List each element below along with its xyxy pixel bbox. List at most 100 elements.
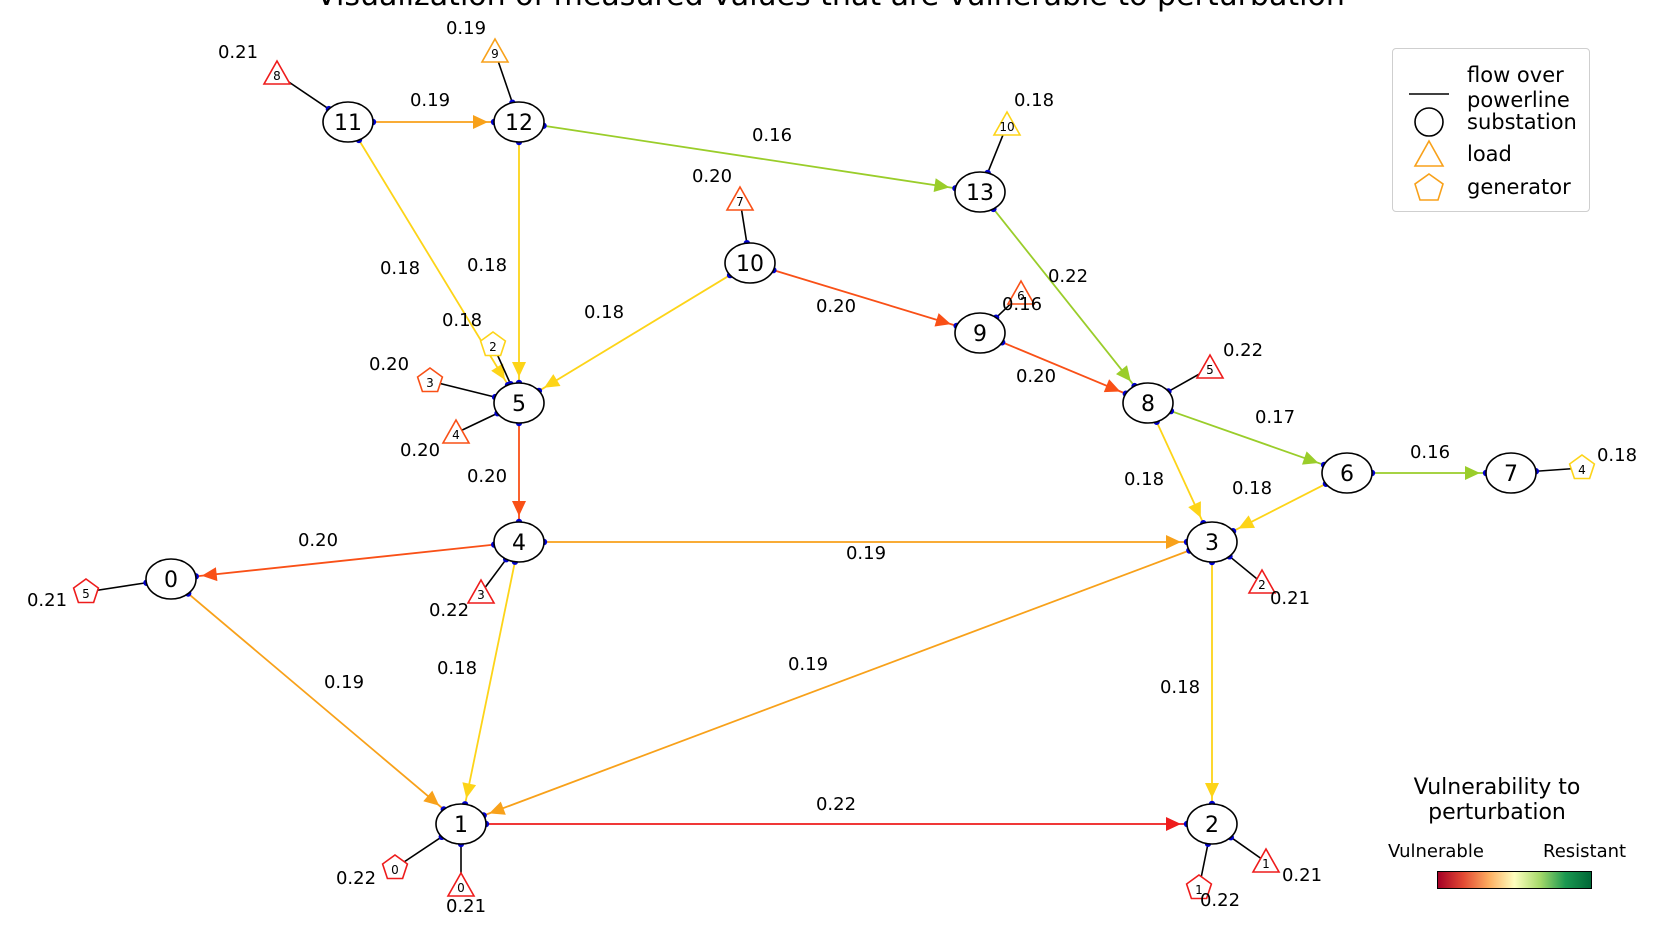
substation-node-0 <box>145 558 197 600</box>
load-value-label: 0.19 <box>446 18 486 39</box>
flow-arrow-0-1 <box>423 790 440 806</box>
substation-node-8 <box>1122 382 1174 424</box>
load-value-label: 0.16 <box>1002 294 1042 315</box>
powerline-value-label: 0.20 <box>1016 366 1056 387</box>
flow-arrow-4-3 <box>1166 535 1181 549</box>
substation-node-3 <box>1186 521 1238 563</box>
legend-item-generator: generator <box>1393 171 1591 203</box>
legend-item-flow: flow over powerline <box>1393 63 1591 112</box>
substation-id-label: 8 <box>1141 392 1155 417</box>
flow-arrow-10-9 <box>934 313 951 327</box>
flow-arrow-9-8 <box>1103 379 1121 393</box>
load-marker <box>1247 568 1277 594</box>
substation-node-1 <box>435 803 487 845</box>
powerline-value-label: 0.18 <box>467 255 507 276</box>
substation-node-12 <box>493 101 545 143</box>
substation-id-label: 13 <box>966 181 994 206</box>
load-marker <box>466 578 496 604</box>
powerline-value-label: 0.19 <box>410 90 450 111</box>
load-id-label: 1 <box>1262 857 1270 871</box>
flow-arrow-3-1 <box>489 801 506 815</box>
powerline-12-13 <box>543 124 956 190</box>
flow-arrow-10-5 <box>544 374 561 388</box>
load-value-label: 0.20 <box>400 440 440 461</box>
load-marker <box>1195 353 1225 379</box>
powerline-value-label: 0.19 <box>788 654 828 675</box>
load-value-label: 0.18 <box>1014 90 1054 111</box>
load-value-label: 0.22 <box>1223 340 1263 361</box>
substation-node-11 <box>322 101 374 143</box>
substation-id-label: 12 <box>505 111 533 136</box>
powerline-13-8 <box>992 208 1136 387</box>
page-title: Visualization of measured values that ar… <box>0 0 1661 13</box>
powerline-value-label: 0.20 <box>298 530 338 551</box>
load-value-label: 0.22 <box>429 600 469 621</box>
substation-id-label: 0 <box>164 568 178 593</box>
powerline-value-label: 0.22 <box>1048 266 1088 287</box>
powerline-4-0 <box>195 543 495 578</box>
flow-arrow-11-5 <box>491 363 505 380</box>
substation-node-2 <box>1186 803 1238 845</box>
powerline-4-1 <box>464 561 516 805</box>
colorbar-label-resistant: Resistant <box>1543 841 1627 862</box>
substation-node-9 <box>954 312 1006 354</box>
powerline-value-label: 0.18 <box>437 658 477 679</box>
gen-value-label: 0.21 <box>27 590 67 611</box>
load-marker <box>1006 279 1036 305</box>
substation-id-label: 1 <box>454 813 468 838</box>
triangle-icon <box>1413 139 1445 167</box>
gen-id-label: 3 <box>426 376 434 390</box>
substation-node-5 <box>493 382 545 424</box>
substation-id-label: 10 <box>736 252 764 277</box>
load-id-label: 5 <box>1206 363 1214 377</box>
powerline-value-label: 0.18 <box>1160 677 1200 698</box>
flow-arrow-13-8 <box>1116 365 1131 382</box>
substation-id-label: 4 <box>512 531 526 556</box>
flow-arrow-11-12 <box>473 115 488 129</box>
powerline-0-1 <box>187 592 445 811</box>
substation-id-label: 6 <box>1340 462 1354 487</box>
substation-node-6 <box>1321 452 1373 494</box>
gen-id-label: 2 <box>489 340 497 354</box>
powerline-8-6 <box>1170 410 1325 466</box>
legend-label-generator: generator <box>1467 175 1571 199</box>
legend-item-substation: substation <box>1393 106 1591 138</box>
powerline-value-label: 0.20 <box>816 296 856 317</box>
gen-value-label: 0.18 <box>1597 445 1637 466</box>
gen-value-label: 0.22 <box>336 868 376 889</box>
powerline-9-8 <box>1001 341 1127 395</box>
flow-arrow-12-5 <box>512 362 526 377</box>
load-marker <box>725 185 755 211</box>
powerline-value-label: 0.18 <box>1232 478 1272 499</box>
generator-marker <box>1185 874 1213 900</box>
legend-item-load: load <box>1393 138 1591 170</box>
circle-icon <box>1414 107 1444 137</box>
load-id-label: 0 <box>457 881 465 895</box>
load-id-label: 4 <box>452 428 460 442</box>
generator-marker <box>416 367 444 393</box>
load-marker <box>480 37 510 63</box>
load-value-label: 0.20 <box>692 166 732 187</box>
load-value-label: 0.21 <box>1282 865 1322 886</box>
substation-node-13 <box>954 171 1006 213</box>
gen-id-label: 5 <box>82 587 90 601</box>
powerline-value-label: 0.22 <box>816 794 856 815</box>
load-id-label: 3 <box>477 588 485 602</box>
legend-label-flow-line1: flow over <box>1467 63 1564 87</box>
powerline-3-1 <box>483 549 1190 817</box>
load-id-label: 8 <box>273 69 281 83</box>
substation-id-label: 9 <box>973 322 987 347</box>
generator-marker <box>72 578 100 604</box>
substation-id-label: 3 <box>1205 531 1219 556</box>
substation-node-10 <box>724 242 776 284</box>
gen-id-label: 4 <box>1578 463 1586 477</box>
load-id-label: 6 <box>1017 289 1025 303</box>
generator-marker <box>1568 454 1596 480</box>
load-marker <box>992 110 1022 136</box>
flow-arrow-8-6 <box>1302 451 1319 465</box>
flow-arrow-4-0 <box>201 567 218 582</box>
colorbar <box>1437 871 1592 889</box>
powerline-value-label: 0.20 <box>467 466 507 487</box>
load-id-label: 2 <box>1258 578 1266 592</box>
